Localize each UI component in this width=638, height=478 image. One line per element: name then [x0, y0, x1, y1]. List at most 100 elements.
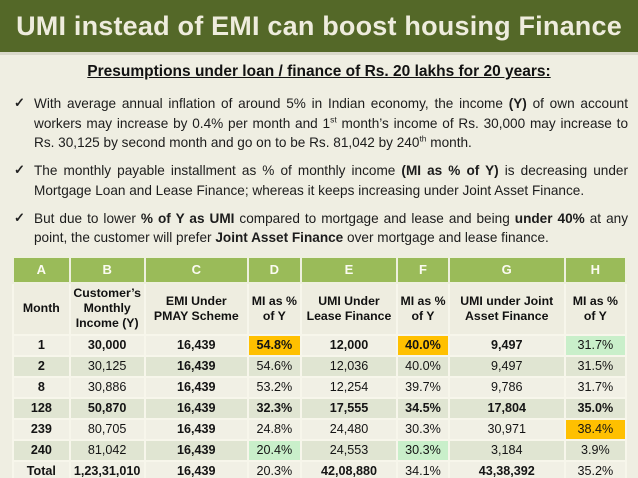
table-cell: 16,439: [143, 396, 249, 420]
table-cell: 16,439: [143, 417, 249, 441]
column-letter: F: [396, 255, 450, 284]
table-cell: 12,000: [299, 333, 399, 357]
bold-text-segment: (MI as % of Y): [401, 163, 499, 179]
column-title: Month: [12, 281, 71, 336]
bullet-item: ✓ The monthly payable installment as % o…: [12, 161, 628, 200]
table-cell: 3.9%: [563, 438, 628, 462]
table-cell: 35.0%: [563, 396, 628, 420]
text-segment: st: [330, 114, 337, 125]
table-cell: 35.2%: [563, 459, 628, 478]
table-cell: 31.5%: [563, 354, 628, 378]
table-cell: 239: [12, 417, 71, 441]
table-cell: 20.3%: [246, 459, 302, 478]
table-cell: 240: [12, 438, 71, 462]
table-cell: 42,08,880: [299, 459, 399, 478]
bullet-list: ✓ With average annual inflation of aroun…: [0, 94, 638, 248]
text-segment: is decreasing under Mortgage Loan and Le…: [34, 163, 628, 198]
checkmark-icon: ✓: [14, 209, 25, 225]
text-segment: The monthly payable installment as % of …: [34, 163, 402, 179]
text-segment: at any point, the customer will prefer: [34, 210, 628, 246]
table-cell: Total: [12, 459, 71, 478]
table-cell: 1,23,31,010: [68, 459, 146, 478]
table-cell: 1: [12, 333, 71, 357]
text-segment: compared to mortgage and lease and being: [234, 210, 515, 226]
checkmark-icon: ✓: [14, 95, 25, 110]
column-title: MI as % of Y: [563, 281, 628, 336]
table-cell: 30,125: [68, 354, 146, 378]
checkmark-icon: ✓: [14, 162, 25, 178]
title-bar: UMI instead of EMI can boost housing Fin…: [0, 0, 638, 55]
highlighted-cell: 20.4%: [246, 438, 302, 462]
table-cell: 81,042: [68, 438, 146, 462]
table-cell: 16,439: [143, 438, 249, 462]
highlighted-cell: 54.8%: [246, 333, 302, 357]
table-cell: 24,480: [299, 417, 399, 441]
column-title: UMI under Joint Asset Finance: [447, 281, 566, 336]
slide-title: UMI instead of EMI can boost housing Fin…: [16, 10, 622, 41]
table-cell: 3,184: [447, 438, 566, 462]
table-cell: 43,38,392: [447, 459, 566, 478]
bold-text-segment: (Y): [508, 96, 527, 111]
table-cell: 128: [12, 396, 71, 420]
column-letter: A: [12, 255, 71, 284]
highlighted-cell: 30.3%: [396, 438, 450, 462]
table-cell: 24,553: [299, 438, 399, 462]
table-cell: 50,870: [68, 396, 146, 420]
table-cell: 24.8%: [246, 417, 302, 441]
text-segment: But due to lower: [34, 210, 141, 226]
table-row: 1 30,000 16,439 54.8% 12,000 40.0% 9,497 31.7%: [12, 333, 628, 357]
column-letter: D: [246, 255, 302, 284]
column-titles-row: Month Customer’s Monthly Income (Y) EMI Un…: [12, 281, 628, 336]
table-cell: 39.7%: [396, 375, 450, 399]
column-title: EMI Under PMAY Scheme: [143, 281, 249, 336]
table-cell: 34.5%: [396, 396, 450, 420]
table-cell: 53.2%: [246, 375, 302, 399]
bold-text-segment: Joint Asset Finance: [215, 230, 344, 246]
text-segment: month.: [426, 135, 472, 151]
subtitle: Presumptions under loan / finance of Rs.…: [87, 63, 551, 80]
bullet-item: ✓ But due to lower % of Y as UMI compare…: [12, 209, 628, 248]
table-cell: 54.6%: [246, 354, 302, 378]
column-title: UMI Under Lease Finance: [299, 281, 399, 336]
text-segment: of own account workers may increase by 0…: [34, 96, 628, 131]
text-segment: over mortgage and lease finance.: [343, 230, 549, 246]
table-cell: 30,886: [68, 375, 146, 399]
table-cell: 32.3%: [246, 396, 302, 420]
highlighted-cell: 31.7%: [563, 333, 628, 357]
table-cell: 12,254: [299, 375, 399, 399]
highlighted-cell: 38.4%: [563, 417, 628, 441]
table-cell: 9,786: [447, 375, 566, 399]
table-row: 8 30,886 16,439 53.2% 12,254 39.7% 9,786 31.7%: [12, 375, 628, 399]
table-cell: 30.3%: [396, 417, 450, 441]
table-cell: 16,439: [143, 333, 249, 357]
table-row: 2 30,125 16,439 54.6% 12,036 40.0% 9,497 31.5%: [12, 354, 628, 378]
bold-text-segment: under 40%: [514, 210, 585, 226]
table-cell: 30,000: [68, 333, 146, 357]
text-segment: th: [419, 133, 427, 144]
table-cell: 9,497: [447, 354, 566, 378]
bullet-item: ✓ With average annual inflation of aroun…: [12, 94, 628, 153]
table-cell: 9,497: [447, 333, 566, 357]
bold-text-segment: % of Y as UMI: [140, 210, 235, 226]
table-cell: 16,439: [143, 459, 249, 478]
column-title: MI as % of Y: [396, 281, 450, 336]
table-row: Total 1,23,31,010 16,439 20.3% 42,08,880 34.1…: [12, 459, 628, 478]
column-title: MI as % of Y: [246, 281, 302, 336]
table-cell: 12,036: [299, 354, 399, 378]
column-title: Customer’s Monthly Income (Y): [68, 281, 146, 336]
text-segment: With average annual inflation of around …: [34, 96, 509, 111]
highlighted-cell: 40.0%: [396, 333, 450, 357]
table-cell: 31.7%: [563, 375, 628, 399]
table-cell: 40.0%: [396, 354, 450, 378]
table-row: 240 81,042 16,439 20.4% 24,553 30.3% 3,184 3.9%: [12, 438, 628, 462]
table-body: 1 30,000 16,439 54.8% 12,000 40.0% 9,497 31.7% 2…: [12, 333, 628, 478]
bullet-text: But due to lower % of Y as UMI compared …: [34, 211, 628, 246]
table-cell: 17,555: [299, 396, 399, 420]
bullet-text: With average annual inflation of around …: [34, 96, 628, 150]
table-cell: 2: [12, 354, 71, 378]
table-cell: 16,439: [143, 375, 249, 399]
table-cell: 8: [12, 375, 71, 399]
column-letter: H: [563, 255, 628, 284]
